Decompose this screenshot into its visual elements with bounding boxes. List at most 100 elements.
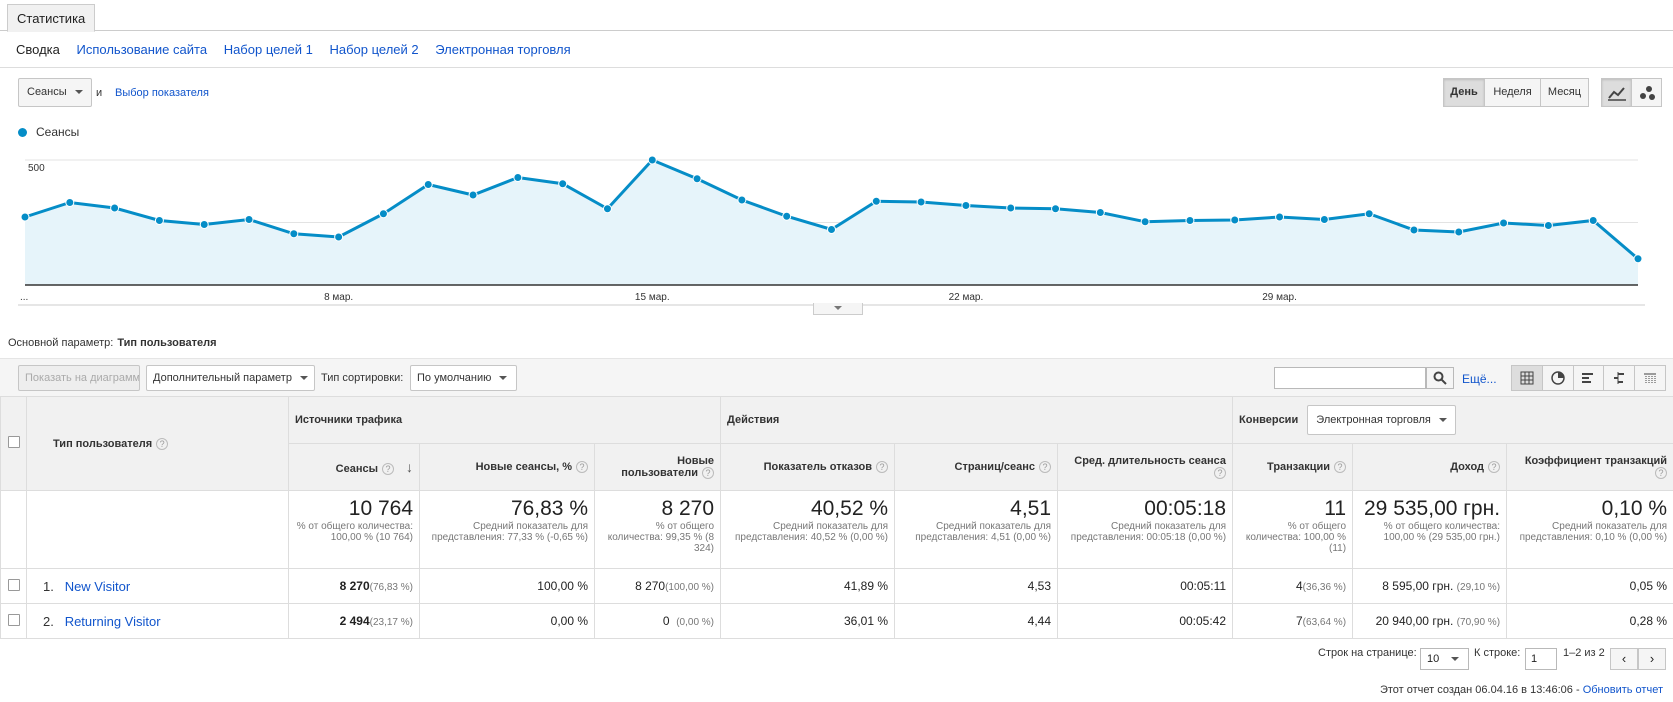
help-icon[interactable]: ?: [576, 461, 588, 473]
data-point[interactable]: [334, 232, 344, 242]
sort-select[interactable]: По умолчанию: [410, 365, 517, 391]
data-point[interactable]: [1095, 208, 1105, 217]
chart-expander[interactable]: [813, 303, 863, 315]
col-header-transactions[interactable]: Транзакции?: [1232, 443, 1354, 491]
secondary-dimension-select[interactable]: Дополнительный параметр: [146, 365, 315, 391]
total-duration: 00:05:18 Средний показатель для представл…: [1057, 490, 1234, 569]
help-icon[interactable]: ?: [382, 463, 394, 475]
search-button[interactable]: [1426, 367, 1454, 389]
data-point[interactable]: [513, 173, 523, 182]
data-point[interactable]: [1633, 254, 1643, 264]
col-header-revenue[interactable]: Доход?: [1352, 443, 1508, 491]
tab-statistics[interactable]: Статистика: [7, 4, 96, 32]
data-point[interactable]: [1185, 216, 1195, 225]
data-point[interactable]: [378, 209, 388, 219]
data-point[interactable]: [423, 180, 433, 189]
row-name-link[interactable]: New Visitor: [64, 578, 131, 594]
conversion-type-select[interactable]: Электронная торговля: [1307, 405, 1456, 435]
cell-transactions: 7: [1295, 614, 1303, 628]
data-point[interactable]: [737, 195, 747, 205]
refresh-report-link[interactable]: Обновить отчет: [1582, 684, 1663, 696]
help-icon[interactable]: ?: [702, 467, 715, 479]
col-header-new-users[interactable]: Новые пользователи?: [593, 443, 722, 491]
help-icon[interactable]: ?: [1655, 467, 1668, 479]
performance-view-button[interactable]: [1574, 366, 1605, 390]
cell-revenue: 20 940,00 грн.: [1375, 614, 1454, 628]
data-point[interactable]: [1364, 209, 1374, 219]
col-header-pages-per-session[interactable]: Страниц/сеанс?: [894, 443, 1059, 491]
data-point[interactable]: [65, 198, 75, 207]
help-icon[interactable]: ?: [156, 437, 169, 450]
col-header-new-sessions[interactable]: Новые сеансы, %?: [419, 443, 595, 491]
data-point[interactable]: [468, 190, 478, 200]
data-point[interactable]: [1319, 215, 1329, 224]
total-value: 10 764: [348, 497, 413, 520]
col-header-sessions[interactable]: Сеансы? ↓: [288, 443, 420, 491]
next-page-button[interactable]: ›: [1638, 648, 1666, 670]
data-point[interactable]: [1588, 216, 1598, 225]
table-search-input[interactable]: [1274, 367, 1426, 389]
help-icon[interactable]: ?: [876, 461, 889, 473]
show-on-chart-button[interactable]: Показать на диаграмме: [18, 365, 140, 391]
data-point[interactable]: [1454, 227, 1464, 237]
data-point[interactable]: [961, 201, 971, 210]
data-point[interactable]: [199, 220, 209, 229]
period-week-button[interactable]: Неделя: [1484, 78, 1541, 107]
data-point[interactable]: [1006, 203, 1016, 213]
comparison-view-button[interactable]: [1604, 366, 1636, 390]
data-point[interactable]: [916, 197, 926, 207]
cell-new-users: 0: [662, 614, 670, 628]
data-point[interactable]: [1543, 221, 1553, 230]
data-point[interactable]: [1230, 215, 1240, 225]
subnav-site-usage[interactable]: Использование сайта: [76, 42, 208, 57]
data-point[interactable]: [1140, 217, 1150, 227]
row-checkbox[interactable]: [7, 578, 20, 591]
data-point[interactable]: [154, 216, 164, 225]
data-point[interactable]: [647, 155, 657, 165]
pick-metric-link[interactable]: Выбор показателя: [115, 87, 209, 99]
data-point[interactable]: [871, 196, 881, 206]
help-icon[interactable]: ?: [1334, 461, 1347, 473]
col-header-avg-duration[interactable]: Сред. длительность сеанса?: [1057, 443, 1234, 491]
line-chart-button[interactable]: [1601, 78, 1632, 107]
subnav-goal-set-1[interactable]: Набор целей 1: [223, 42, 313, 57]
rows-per-page-select[interactable]: 10: [1420, 648, 1469, 670]
table-view-button[interactable]: [1512, 366, 1543, 390]
data-point[interactable]: [20, 212, 30, 222]
data-point[interactable]: [827, 225, 836, 234]
col-header-bounce-rate[interactable]: Показатель отказов?: [720, 443, 896, 491]
motion-chart-button[interactable]: [1631, 78, 1662, 107]
data-point[interactable]: [244, 215, 254, 224]
subnav-overview[interactable]: Сводка: [16, 42, 60, 57]
data-point[interactable]: [110, 203, 120, 213]
pivot-view-button[interactable]: [1635, 366, 1665, 390]
help-icon[interactable]: ?: [1488, 461, 1501, 473]
data-point[interactable]: [692, 174, 702, 184]
prev-page-button[interactable]: ‹: [1610, 648, 1638, 670]
data-point[interactable]: [1051, 204, 1061, 214]
help-icon[interactable]: ?: [1214, 467, 1227, 479]
data-point[interactable]: [782, 211, 792, 221]
period-day-button[interactable]: День: [1443, 78, 1485, 107]
dimension-header[interactable]: Тип пользователя?: [26, 396, 289, 491]
metric-select[interactable]: Сеансы: [18, 78, 92, 107]
row-name-link[interactable]: Returning Visitor: [64, 613, 161, 629]
cell-new-users: 8 270: [635, 579, 666, 593]
period-month-button[interactable]: Месяц: [1540, 78, 1589, 107]
data-point[interactable]: [1499, 218, 1509, 228]
pie-view-button[interactable]: [1543, 366, 1574, 390]
primary-dimension-value[interactable]: Тип пользователя: [117, 337, 217, 349]
help-icon[interactable]: ?: [1039, 461, 1052, 473]
subnav-ecommerce[interactable]: Электронная торговля: [435, 42, 571, 57]
row-checkbox[interactable]: [7, 613, 20, 626]
col-header-transaction-rate[interactable]: Коэффициент транзакций?: [1506, 443, 1673, 491]
data-point[interactable]: [602, 204, 612, 214]
data-point[interactable]: [289, 229, 299, 239]
select-all-checkbox[interactable]: [7, 436, 20, 448]
subnav-goal-set-2[interactable]: Набор целей 2: [329, 42, 419, 57]
data-point[interactable]: [1409, 225, 1419, 235]
data-point[interactable]: [1275, 212, 1285, 222]
data-point[interactable]: [558, 179, 568, 189]
goto-row-input[interactable]: 1: [1525, 648, 1557, 670]
more-link[interactable]: Ещё...: [1462, 372, 1497, 386]
